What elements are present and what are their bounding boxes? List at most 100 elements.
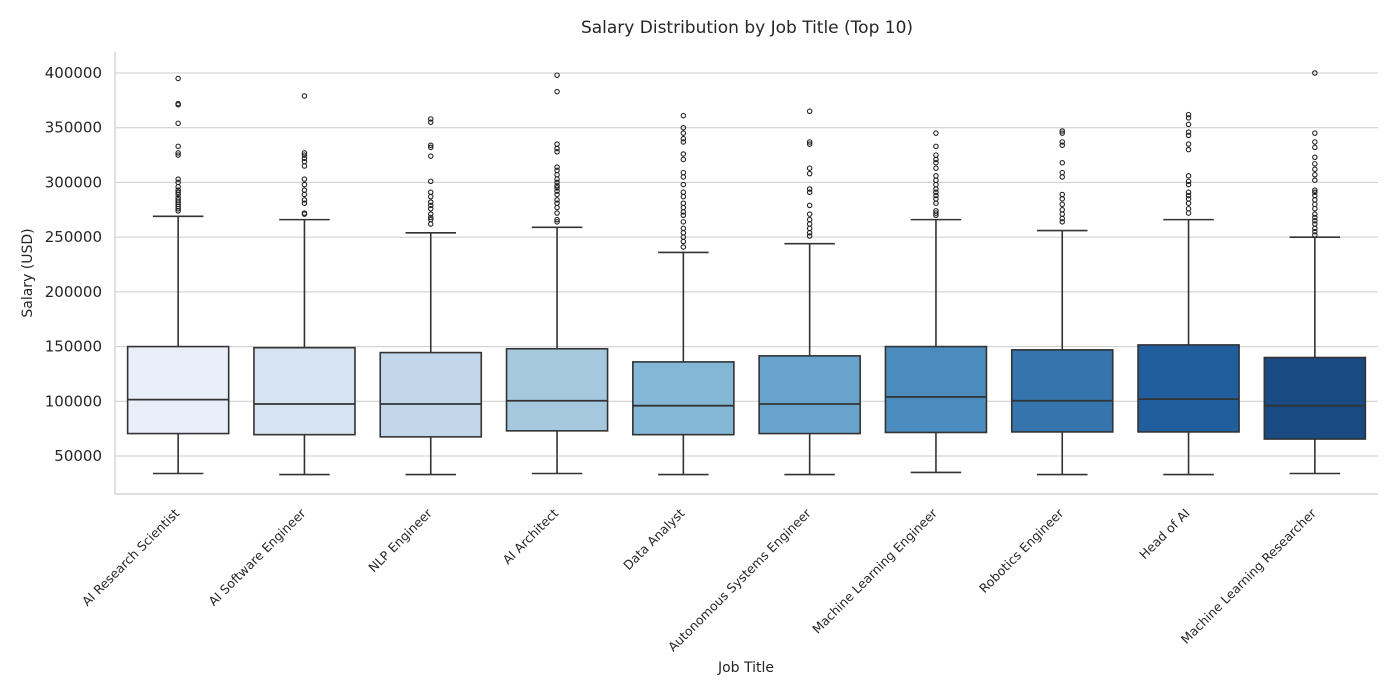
outlier-point <box>554 185 560 191</box>
box-group <box>1010 128 1114 476</box>
outlier-point <box>933 186 939 192</box>
outlier-point <box>680 181 687 188</box>
outlier-point <box>427 178 434 185</box>
outlier-point <box>933 181 939 188</box>
outlier-point <box>175 191 181 198</box>
y-tick-label: 150000 <box>45 338 102 356</box>
outlier-point <box>680 130 687 136</box>
outlier-point <box>554 176 560 182</box>
outlier-point <box>806 225 813 232</box>
iqr-box <box>126 345 230 435</box>
outlier-point <box>427 193 434 200</box>
outlier-point <box>1185 132 1192 139</box>
outlier-point <box>1059 142 1066 148</box>
x-axis-ticks: AI Research Scientist AI Software Enginee… <box>79 505 1320 655</box>
outlier-point <box>680 112 687 119</box>
outlier-point <box>175 75 181 82</box>
outlier-point <box>554 216 560 223</box>
outlier-point <box>554 145 560 152</box>
outlier-point <box>806 221 813 227</box>
y-tick-label: 350000 <box>45 119 102 137</box>
iqr-box <box>884 345 988 434</box>
outlier-point <box>1312 217 1318 224</box>
outlier-point <box>1059 130 1066 136</box>
outlier-point <box>1185 189 1192 196</box>
outlier-point <box>1185 200 1192 206</box>
outlier-point <box>554 88 560 95</box>
y-axis-label: Salary (USD) <box>20 228 36 317</box>
outlier-point <box>680 200 687 206</box>
outlier-point <box>680 212 687 219</box>
outlier-point <box>1185 205 1192 212</box>
outlier-point <box>933 210 939 216</box>
outlier-point <box>1185 115 1192 121</box>
outlier-point <box>933 143 939 150</box>
outlier-point <box>301 150 308 156</box>
x-tick-label: Head of AI <box>1136 506 1193 563</box>
outlier-point <box>175 184 181 190</box>
outlier-point <box>175 152 181 158</box>
outlier-point <box>806 216 813 223</box>
outlier-point <box>933 200 939 206</box>
outlier-point <box>1059 196 1066 202</box>
outlier-point <box>1059 159 1066 166</box>
outlier-point <box>301 152 308 158</box>
x-tick-label: Machine Learning Researcher <box>1178 505 1320 647</box>
outlier-point <box>175 176 181 182</box>
outlier-point <box>1185 146 1192 153</box>
box-group <box>1263 70 1367 475</box>
outlier-point <box>1059 219 1066 225</box>
x-tick-label: AI Software Engineer <box>205 505 309 609</box>
outlier-point <box>1312 232 1318 238</box>
y-tick-label: 400000 <box>45 64 102 82</box>
x-tick-label: Machine Learning Engineer <box>809 505 941 637</box>
outlier-point <box>680 219 687 225</box>
outlier-point <box>1312 205 1318 212</box>
outlier-point <box>933 159 939 166</box>
outlier-point <box>1312 177 1318 183</box>
outlier-point <box>554 210 560 216</box>
outlier-point <box>554 164 560 170</box>
outlier-point <box>175 150 181 156</box>
outlier-point <box>806 139 813 145</box>
box-group <box>632 112 735 476</box>
outlier-point <box>301 176 308 182</box>
outlier-point <box>301 163 308 169</box>
outlier-point <box>554 141 560 147</box>
outlier-point <box>680 244 687 250</box>
outlier-point <box>680 204 687 211</box>
outlier-point <box>175 189 181 196</box>
outlier-point <box>554 204 560 211</box>
outlier-point <box>1312 189 1318 196</box>
outlier-point <box>1185 178 1192 185</box>
outlier-point <box>301 93 308 99</box>
outlier-point <box>1312 225 1318 232</box>
outlier-point <box>1059 207 1066 213</box>
outlier-point <box>933 173 939 179</box>
outlier-point <box>1059 201 1066 208</box>
outlier-point <box>301 181 308 188</box>
outlier-point <box>1185 192 1192 199</box>
outlier-point <box>680 169 687 176</box>
outlier-point <box>1185 111 1192 118</box>
outlier-point <box>806 165 813 171</box>
outlier-point <box>1059 215 1066 222</box>
outlier-point <box>554 182 560 189</box>
outlier-point <box>554 72 560 78</box>
outlier-point <box>933 165 939 171</box>
y-tick-label: 250000 <box>45 228 102 246</box>
box-group <box>505 72 609 475</box>
outlier-point <box>933 189 939 196</box>
outlier-point <box>554 191 560 198</box>
outlier-point <box>427 144 434 151</box>
outlier-point <box>1312 187 1318 193</box>
outlier-point <box>680 238 687 245</box>
x-tick-label: AI Architect <box>499 505 561 567</box>
outlier-point <box>427 221 434 227</box>
outlier-point <box>554 172 560 178</box>
iqr-box <box>253 346 356 436</box>
y-tick-label: 300000 <box>45 173 102 191</box>
outlier-point <box>1185 129 1192 135</box>
outlier-point <box>301 187 308 193</box>
iqr-box <box>1010 349 1114 433</box>
